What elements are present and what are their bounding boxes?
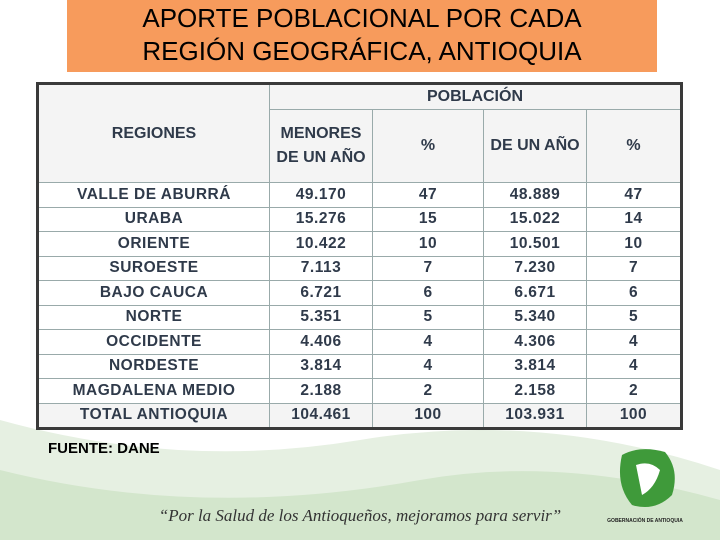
table-cell: 5 [586, 304, 682, 330]
table-cell: 4.306 [483, 329, 587, 355]
table-row: MAGDALENA MEDIO 2.188 2 2.158 2 [37, 378, 682, 404]
header-cell: DE UN AÑO [483, 109, 587, 183]
table-cell: 15 [372, 206, 484, 232]
green-swirl [0, 470, 720, 540]
table-cell: URABA [37, 206, 270, 232]
group-header: POBLACIÓN [269, 83, 682, 110]
table-cell: VALLE DE ABURRÁ [37, 182, 270, 208]
table-cell: BAJO CAUCA [37, 280, 270, 306]
table-row: NORDESTE 3.814 4 3.814 4 [37, 353, 682, 379]
slogan: “Por la Salud de los Antioqueños, mejora… [158, 506, 562, 525]
table-cell: 6 [372, 280, 484, 306]
header-cell: % [586, 109, 682, 183]
table-cell: NORDESTE [37, 353, 270, 379]
table-cell: 5.351 [269, 304, 373, 330]
title-line: APORTE POBLACIONAL POR CADA [142, 3, 582, 33]
population-table: REGIONES POBLACIÓN MENORES DE UN AÑO % D… [36, 82, 683, 430]
table-cell: 47 [372, 182, 484, 208]
table-cell: 4 [372, 353, 484, 379]
table-row: VALLE DE ABURRÁ 49.170 47 48.889 47 [37, 182, 682, 208]
table-cell: 4 [372, 329, 484, 355]
table-cell: ORIENTE [37, 231, 270, 257]
source: FUENTE: DANE [48, 440, 160, 457]
table-cell: 104.461 [269, 402, 373, 429]
table-cell: TOTAL ANTIOQUIA [37, 402, 270, 429]
table-cell: 3.814 [269, 353, 373, 379]
table-body: VALLE DE ABURRÁ 49.170 47 48.889 47 URABA 15.2… [37, 182, 682, 429]
table-cell: 10 [372, 231, 484, 257]
table-cell: 7.113 [269, 255, 373, 281]
table-cell: NORTE [37, 304, 270, 330]
table-cell: 7 [586, 255, 682, 281]
table-row: URABA 15.276 15 15.022 14 [37, 206, 682, 232]
table-cell: 7 [372, 255, 484, 281]
table-row: ORIENTE 10.422 10 10.501 10 [37, 231, 682, 257]
header-cell: % [372, 109, 484, 183]
table-cell: 10.501 [483, 231, 587, 257]
table-cell: 5 [372, 304, 484, 330]
table-cell: OCCIDENTE [37, 329, 270, 355]
table-cell: 4.406 [269, 329, 373, 355]
header-cell: MENORES DE UN AÑO [269, 109, 373, 183]
logo [619, 449, 675, 508]
table-cell: 10.422 [269, 231, 373, 257]
table-cell: 6.671 [483, 280, 587, 306]
table-cell: 14 [586, 206, 682, 232]
table-cell: 48.889 [483, 182, 587, 208]
table-row: OCCIDENTE 4.406 4 4.306 4 [37, 329, 682, 355]
table-row: BAJO CAUCA 6.721 6 6.671 6 [37, 280, 682, 306]
header-cell: REGIONES [37, 83, 270, 183]
table-cell: 2 [586, 378, 682, 404]
table-cell: 103.931 [483, 402, 587, 429]
table-cell: 100 [586, 402, 682, 429]
table-cell: 4 [586, 329, 682, 355]
table-cell: 5.340 [483, 304, 587, 330]
table-cell: 3.814 [483, 353, 587, 379]
table-cell: 4 [586, 353, 682, 379]
table-cell: 6.721 [269, 280, 373, 306]
table-cell: MAGDALENA MEDIO [37, 378, 270, 404]
table-row: SUROESTE 7.113 7 7.230 7 [37, 255, 682, 281]
title: APORTE POBLACIONAL POR CADA REGIÓN GEOGR… [67, 0, 657, 72]
table-cell: 7.230 [483, 255, 587, 281]
table-cell: 47 [586, 182, 682, 208]
table-cell: 15.276 [269, 206, 373, 232]
table-cell: 2 [372, 378, 484, 404]
title-line: REGIÓN GEOGRÁFICA, ANTIOQUIA [142, 36, 582, 66]
table-cell: 6 [586, 280, 682, 306]
table-cell: 15.022 [483, 206, 587, 232]
table-cell: 2.188 [269, 378, 373, 404]
table-cell: SUROESTE [37, 255, 270, 281]
table-cell: 10 [586, 231, 682, 257]
organization: GOBERNACIÓN DE ANTIOQUIA [607, 518, 683, 524]
table-row: TOTAL ANTIOQUIA 104.461 100 103.931 100 [37, 402, 682, 429]
table-row: NORTE 5.351 5 5.340 5 [37, 304, 682, 330]
table-cell: 49.170 [269, 182, 373, 208]
table-cell: 100 [372, 402, 484, 429]
table-cell: 2.158 [483, 378, 587, 404]
